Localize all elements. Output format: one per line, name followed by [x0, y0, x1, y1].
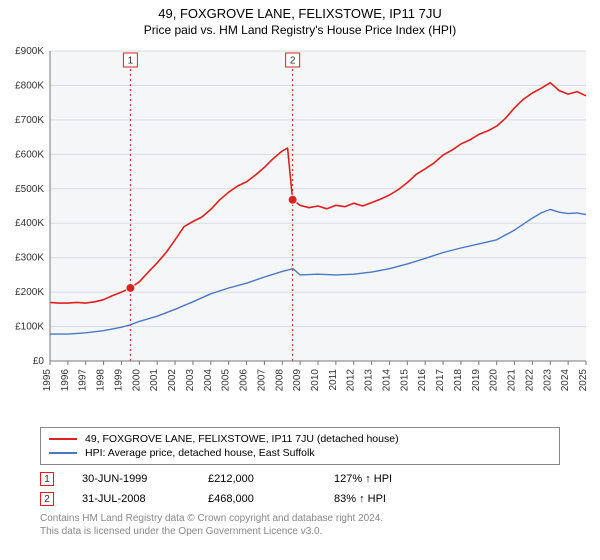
svg-text:2019: 2019 [471, 369, 482, 392]
sale-row: 2 31-JUL-2008 £468,000 83% ↑ HPI [40, 489, 560, 509]
svg-text:2016: 2016 [417, 369, 428, 392]
svg-text:2003: 2003 [185, 369, 196, 392]
svg-text:2007: 2007 [256, 369, 267, 392]
svg-text:2005: 2005 [221, 369, 232, 392]
page-subtitle: Price paid vs. HM Land Registry's House … [0, 21, 600, 41]
svg-text:2009: 2009 [292, 369, 303, 392]
svg-text:2008: 2008 [274, 369, 285, 392]
svg-text:2020: 2020 [489, 369, 500, 392]
sale-price: £468,000 [208, 493, 306, 505]
legend-label: 49, FOXGROVE LANE, FELIXSTOWE, IP11 7JU … [85, 433, 399, 445]
svg-text:£0: £0 [33, 356, 45, 367]
svg-text:£900K: £900K [15, 46, 44, 57]
sale-marker-icon: 2 [40, 492, 54, 506]
svg-text:2011: 2011 [328, 369, 339, 391]
legend-label: HPI: Average price, detached house, East… [85, 447, 315, 459]
footer-line: Contains HM Land Registry data © Crown c… [40, 513, 560, 526]
sales-table: 1 30-JUN-1999 £212,000 127% ↑ HPI 2 31-J… [40, 469, 560, 509]
svg-text:2022: 2022 [524, 369, 535, 392]
sale-date: 31-JUL-2008 [82, 493, 180, 505]
sale-price: £212,000 [208, 473, 306, 485]
sale-date: 30-JUN-1999 [82, 473, 180, 485]
svg-text:1995: 1995 [42, 369, 53, 392]
svg-text:2004: 2004 [203, 369, 214, 392]
svg-text:2013: 2013 [364, 369, 375, 392]
svg-text:2: 2 [290, 56, 296, 67]
svg-text:£200K: £200K [15, 287, 44, 298]
svg-text:£800K: £800K [15, 80, 44, 91]
legend-swatch [49, 438, 77, 440]
svg-text:2000: 2000 [131, 369, 142, 392]
svg-text:£500K: £500K [15, 184, 44, 195]
sale-delta: 127% ↑ HPI [334, 473, 432, 485]
svg-text:2012: 2012 [346, 369, 357, 392]
svg-text:1: 1 [128, 56, 134, 67]
legend-item: HPI: Average price, detached house, East… [49, 446, 551, 460]
svg-text:2001: 2001 [149, 369, 160, 392]
chart-svg: £0 £100K £200K £300K £400K £500K £600K £700K £80… [0, 41, 600, 421]
footer: Contains HM Land Registry data © Crown c… [40, 513, 560, 538]
svg-text:2015: 2015 [399, 369, 410, 392]
svg-text:2023: 2023 [542, 369, 553, 392]
svg-text:£700K: £700K [15, 115, 44, 126]
price-chart: £0 £100K £200K £300K £400K £500K £600K £700K £80… [0, 41, 600, 421]
svg-text:2006: 2006 [239, 369, 250, 392]
svg-text:1998: 1998 [96, 369, 107, 392]
svg-text:£600K: £600K [15, 149, 44, 160]
svg-text:£300K: £300K [15, 253, 44, 264]
sale-delta: 83% ↑ HPI [334, 493, 432, 505]
svg-text:2014: 2014 [381, 369, 392, 392]
svg-text:2024: 2024 [560, 369, 571, 392]
sale-row: 1 30-JUN-1999 £212,000 127% ↑ HPI [40, 469, 560, 489]
svg-text:1997: 1997 [78, 369, 89, 392]
svg-text:1996: 1996 [60, 369, 71, 392]
svg-text:£100K: £100K [15, 322, 44, 333]
legend-swatch [49, 452, 77, 454]
page-title: 49, FOXGROVE LANE, FELIXSTOWE, IP11 7JU [0, 0, 600, 21]
svg-text:2025: 2025 [578, 369, 589, 392]
svg-text:2021: 2021 [507, 369, 518, 392]
svg-text:2017: 2017 [435, 369, 446, 392]
footer-line: This data is licensed under the Open Gov… [40, 526, 560, 539]
legend-item: 49, FOXGROVE LANE, FELIXSTOWE, IP11 7JU … [49, 432, 551, 446]
sale-marker-icon: 1 [40, 472, 54, 486]
legend: 49, FOXGROVE LANE, FELIXSTOWE, IP11 7JU … [40, 427, 560, 465]
svg-text:£400K: £400K [15, 218, 44, 229]
svg-text:1999: 1999 [113, 369, 124, 392]
svg-text:2010: 2010 [310, 369, 321, 392]
svg-text:2018: 2018 [453, 369, 464, 392]
svg-text:2002: 2002 [167, 369, 178, 392]
